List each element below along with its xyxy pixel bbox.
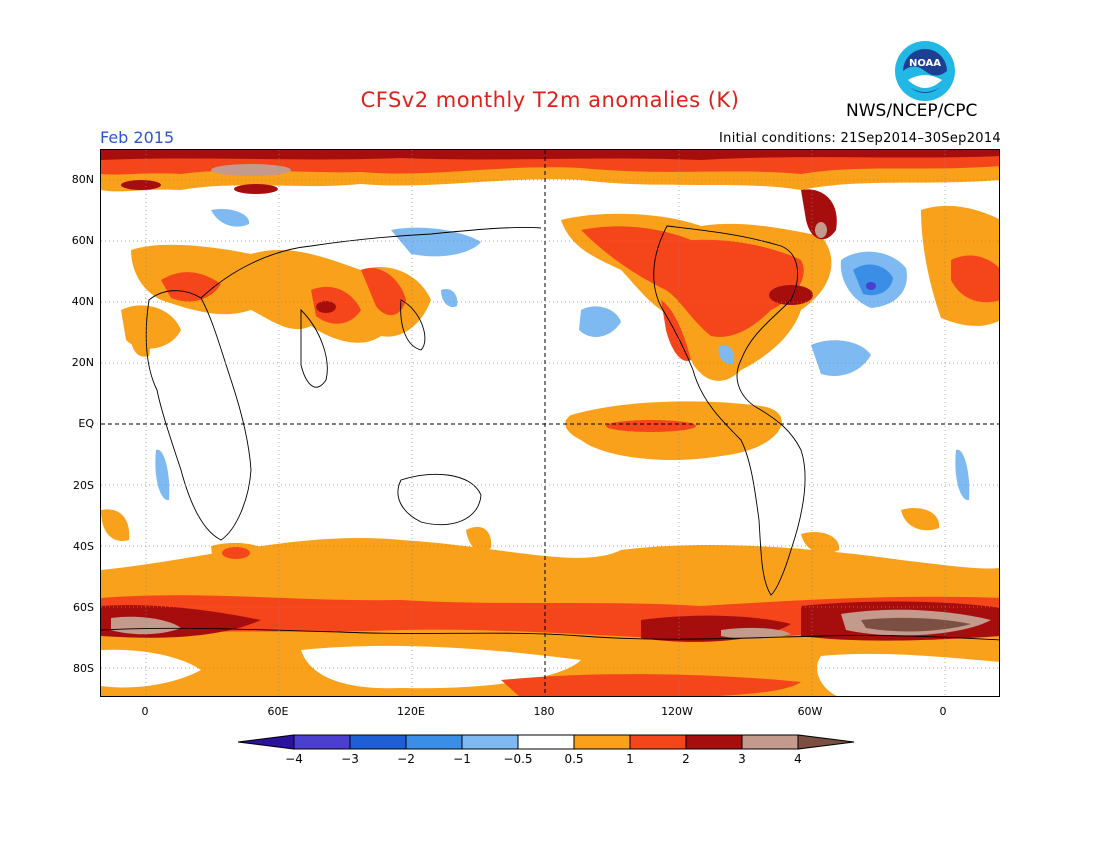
europe-atlantic-warm <box>921 205 999 326</box>
colorbar-segment-8 <box>685 734 743 750</box>
lat-label-60s: 60S <box>73 601 94 614</box>
southern-ocean-warm-band <box>101 538 999 696</box>
lat-label-20n: 20N <box>71 356 94 369</box>
colorbar-segment-2 <box>349 734 407 750</box>
colorbar-tick-label: −1 <box>453 752 471 766</box>
north-america-warm-anomaly <box>561 189 837 381</box>
colorbar-tick-label: 2 <box>682 752 690 766</box>
colorbar-tick-label: 1 <box>626 752 634 766</box>
lon-label-120e: 120E <box>397 705 425 718</box>
colorbar-segment-0 <box>238 734 295 750</box>
lon-label-0: 0 <box>141 705 149 718</box>
lon-label-0-east: 0 <box>939 705 947 718</box>
colorbar-tick-label: 0.5 <box>564 752 584 766</box>
colorbar-segment-1 <box>293 734 351 750</box>
colorbar-segment-5 <box>517 734 575 750</box>
lat-label-40s: 40S <box>73 540 94 553</box>
lat-label-80n: 80N <box>71 173 94 186</box>
initial-conditions: Initial conditions: 21Sep2014–30Sep2014 <box>719 131 1001 146</box>
arctic-warm-band <box>101 150 999 194</box>
colorbar-segment-10 <box>797 734 855 750</box>
noaa-logo: NOAA <box>895 41 955 101</box>
colorbar-segment-9 <box>741 734 799 750</box>
colorbar-tick-label: −3 <box>341 752 359 766</box>
colorbar-segment-3 <box>405 734 463 750</box>
reference-lines <box>101 150 999 696</box>
colorbar-segment-4 <box>461 734 519 750</box>
colorbar-tick-label: −0.5 <box>503 752 533 766</box>
colorbar-tick-label: −2 <box>397 752 415 766</box>
lat-label-40n: 40N <box>71 295 94 308</box>
forecast-month: Feb 2015 <box>100 128 175 147</box>
colorbar-tick-label: 3 <box>738 752 746 766</box>
lat-label-60n: 60N <box>71 234 94 247</box>
agency-label: NWS/NCEP/CPC <box>846 101 978 121</box>
coastlines <box>101 225 999 641</box>
graticule <box>101 150 999 696</box>
colorbar-segment-7 <box>629 734 687 750</box>
el-nino-warm-tongue <box>565 401 782 461</box>
lon-label-120w: 120W <box>661 705 693 718</box>
lon-label-60e: 60E <box>267 705 289 718</box>
colorbar-tick-label: 4 <box>794 752 802 766</box>
scattered-warm-patches <box>101 329 940 573</box>
lon-label-180: 180 <box>533 705 555 718</box>
lat-label-eq: EQ <box>78 417 94 430</box>
lat-label-20s: 20S <box>73 479 94 492</box>
chart-title: CFSv2 monthly T2m anomalies (K) <box>360 88 740 112</box>
colorbar-tick-label: −4 <box>285 752 303 766</box>
anomaly-map <box>100 149 1000 697</box>
colorbar <box>238 734 855 750</box>
eurasia-warm-anomaly <box>121 244 431 349</box>
svg-text:NOAA: NOAA <box>909 58 941 69</box>
lon-label-60w: 60W <box>797 705 823 718</box>
colorbar-segment-6 <box>573 734 631 750</box>
lat-label-80s: 80S <box>73 662 94 675</box>
